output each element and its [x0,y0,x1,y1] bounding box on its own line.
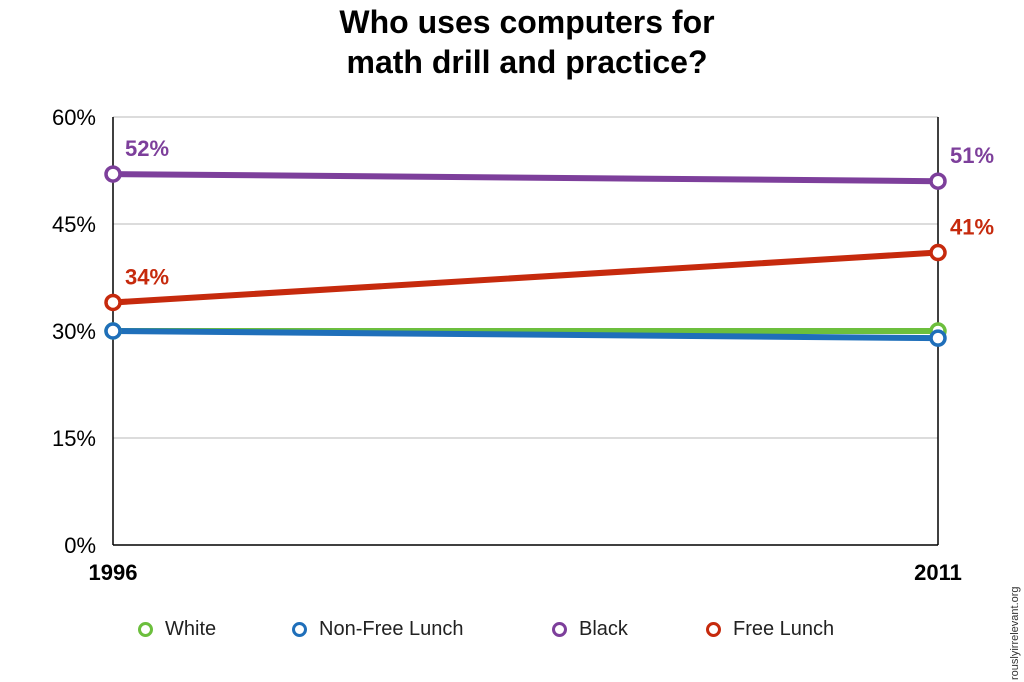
chart-title: Who uses computers for math drill and pr… [0,2,1024,82]
legend-label: Non-Free Lunch [319,617,464,640]
data-label: 41% [950,215,994,240]
legend-label: White [165,617,217,640]
y-tick-label: 0% [64,533,96,558]
data-point [929,329,947,347]
label-layer: 52% 51% 34% 41% [125,136,994,289]
data-point [104,322,122,340]
legend-marker [706,621,721,637]
legend-item: White [138,612,216,646]
x-tick-label: 1996 [89,560,138,585]
legend-item: Free Lunch [706,612,834,646]
legend-label: Black [579,617,628,640]
legend-marker [552,621,567,637]
watermark-text: rouslyirrelevant.org [1009,586,1021,680]
y-tick-label: 15% [52,426,96,451]
legend-marker [138,621,153,637]
data-point [929,172,947,190]
series-line [110,171,941,185]
series-line [110,328,941,342]
y-tick-label: 45% [52,212,96,237]
axis-layer: 0% 15% 30% 45% 60% 1996 2011 [52,105,962,585]
data-point [104,293,122,312]
y-tick-label: 30% [52,319,96,344]
data-point [929,243,947,262]
legend-marker [292,621,307,637]
data-point [104,165,122,183]
data-label: 51% [950,143,994,168]
data-label: 52% [125,136,169,161]
series-layer [104,165,947,347]
data-label: 34% [125,264,169,289]
x-tick-label: 2011 [914,560,962,585]
legend-label: Free Lunch [733,617,835,640]
series-line [110,249,941,306]
watermark: rouslyirrelevant.org [1009,572,1021,682]
chart-title-line-1: Who uses computers for [339,4,715,40]
legend-item: Non-Free Lunch [292,612,464,646]
legend-item: Black [552,612,628,646]
y-tick-label: 60% [52,105,96,130]
chart-title-line-2: math drill and practice? [346,44,708,80]
